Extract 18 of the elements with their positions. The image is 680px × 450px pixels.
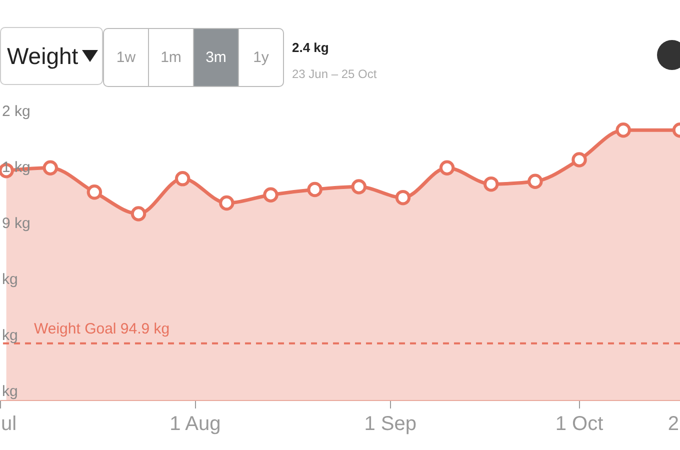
text: 1y <box>252 48 270 68</box>
text: 23 Jun – 25 Oct <box>292 67 377 81</box>
x-tick-label: 1 Sep <box>364 413 417 435</box>
text: 3m <box>194 29 239 86</box>
annotation: kg <box>2 383 18 400</box>
chart-title: Weight <box>7 42 78 70</box>
annotation: kg <box>2 271 18 288</box>
annotation: 9 kg <box>2 215 30 232</box>
x-tick-label: 1 Oct <box>555 413 604 435</box>
text: 2 kg <box>2 103 30 120</box>
x-tick-label: ul <box>1 413 17 435</box>
text: 1m <box>149 29 194 86</box>
x-tick-label: 1 Aug <box>170 413 221 435</box>
annotation: kg <box>2 327 18 344</box>
text: 1w <box>104 29 149 86</box>
text: 2.4 kg <box>292 40 329 55</box>
ref-line-label: Weight Goal 94.9 kg <box>34 320 170 338</box>
x-tick-label: 2 <box>668 413 679 435</box>
